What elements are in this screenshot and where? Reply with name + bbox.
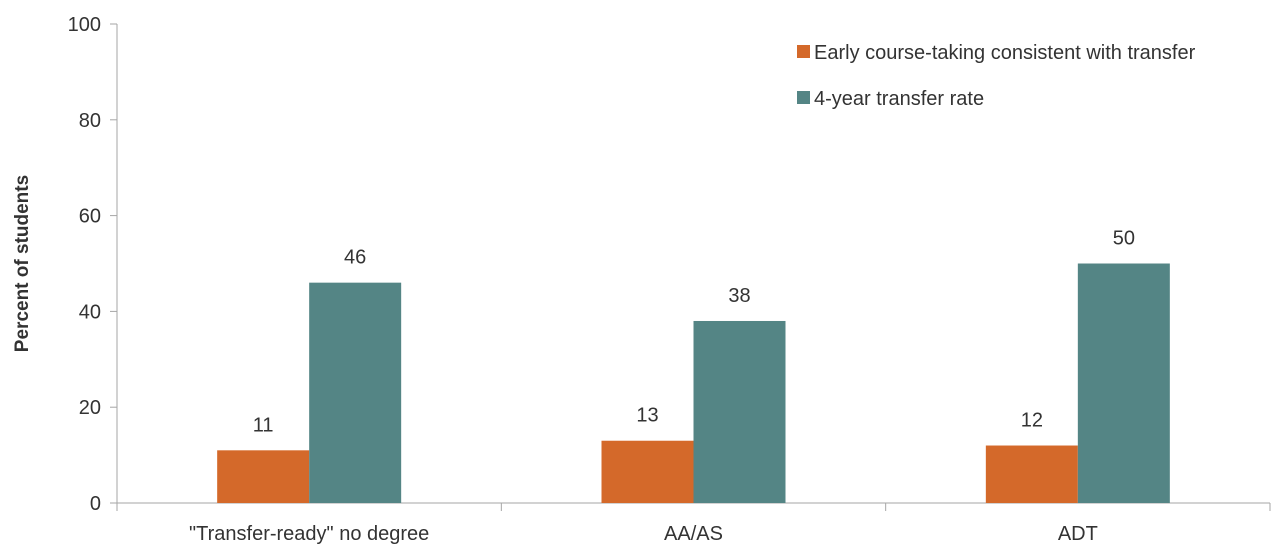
data-label: 12: [1021, 410, 1043, 432]
data-label: 38: [728, 285, 750, 307]
legend: Early course-taking consistent with tran…: [797, 42, 1196, 110]
bar-2-3: [1077, 263, 1170, 503]
legend-swatch: [797, 45, 810, 58]
data-label: 13: [636, 405, 658, 427]
bar-1-1: [217, 450, 310, 503]
y-tick-label: 60: [79, 206, 101, 228]
y-axis: 0 20 40 60 80 100: [68, 14, 118, 515]
bar-1-2: [601, 440, 694, 503]
y-tick-label: 100: [68, 14, 101, 36]
data-label: 50: [1113, 228, 1135, 250]
x-axis: "Transfer-ready" no degree AA/AS ADT: [116, 502, 1271, 545]
legend-swatch: [797, 91, 810, 104]
data-label: 46: [344, 247, 366, 269]
legend-label: 4-year transfer rate: [814, 88, 984, 110]
x-tick-label: ADT: [1058, 523, 1098, 544]
y-tick-label: 80: [79, 110, 101, 132]
data-labels: 11 46 13 38 12 50: [253, 228, 1135, 437]
y-tick-label: 20: [79, 397, 101, 419]
x-tick-label: "Transfer-ready" no degree: [189, 523, 429, 544]
x-tick-label: AA/AS: [664, 523, 723, 544]
bar-1-3: [985, 445, 1078, 503]
y-axis-title: Percent of students: [12, 175, 33, 352]
bar-2-1: [309, 282, 402, 503]
y-tick-label: 40: [79, 301, 101, 323]
data-label: 11: [253, 414, 274, 436]
y-tick-label: 0: [90, 493, 101, 515]
bars: [217, 263, 1170, 503]
legend-label: Early course-taking consistent with tran…: [814, 42, 1196, 64]
bar-2-2: [693, 320, 786, 503]
